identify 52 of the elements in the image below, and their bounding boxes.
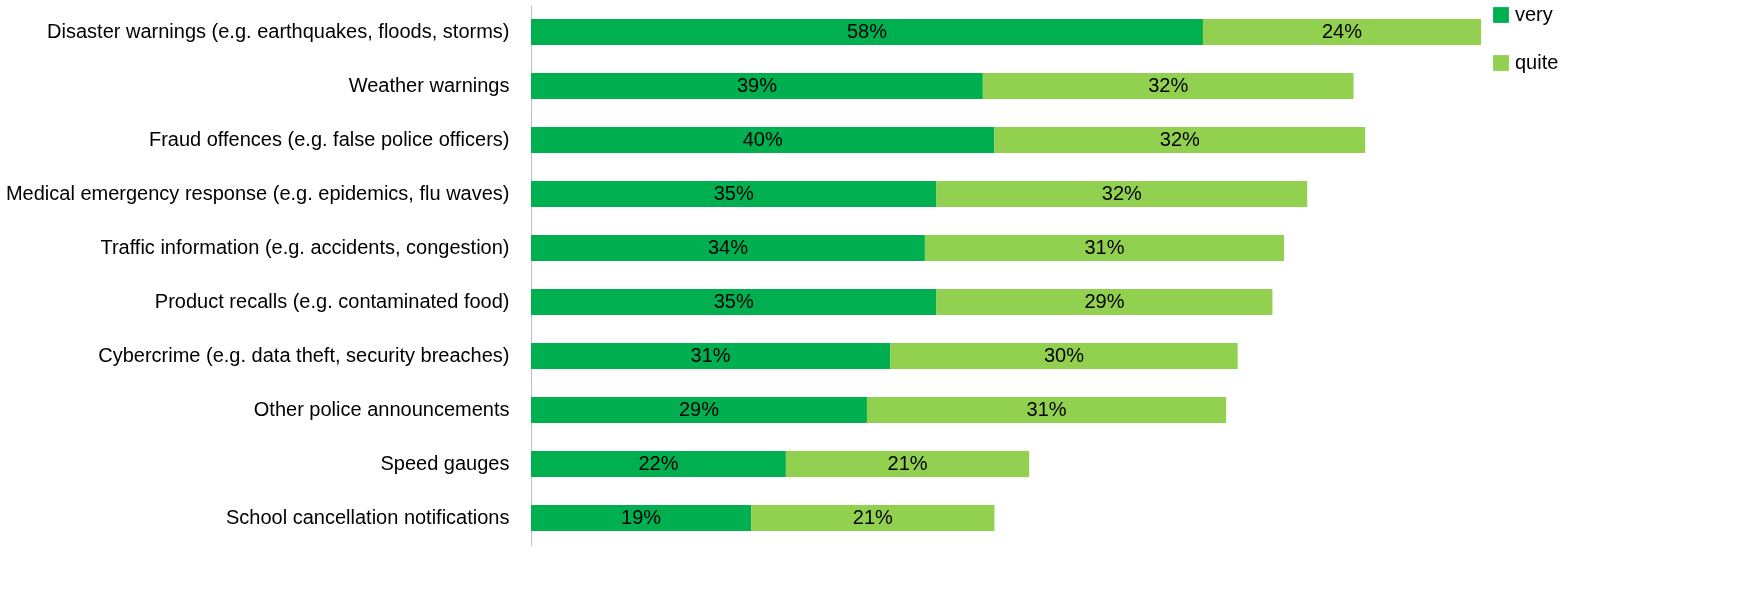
y-tick-label: Disaster warnings (e.g. earthquakes, floods, storms): [47, 20, 510, 42]
bar: [531, 505, 752, 531]
bar: [531, 127, 995, 153]
data-label: 29%: [1084, 290, 1125, 312]
bar: [866, 397, 1227, 423]
y-tick-label: Weather warnings: [348, 74, 510, 96]
bar: [785, 451, 1030, 477]
y-tick-label: Cybercrime (e.g. data theft, security breaches): [98, 344, 510, 366]
bar: [751, 505, 995, 531]
y-tick-label: Other police announcements: [253, 398, 510, 420]
bar: [531, 19, 1203, 45]
data-label: 32%: [1148, 74, 1189, 96]
bar: [936, 181, 1308, 207]
bar: [924, 235, 1285, 261]
data-label: 21%: [887, 452, 928, 474]
bar: [1202, 19, 1481, 45]
data-label: 24%: [1321, 20, 1363, 42]
bar: [531, 73, 983, 99]
bar: [890, 343, 1238, 369]
legend-label: quite: [1515, 51, 1559, 73]
data-label: 22%: [638, 452, 679, 474]
bar: [531, 451, 786, 477]
bar: [531, 289, 937, 315]
data-label: 40%: [742, 128, 783, 150]
bar: [531, 343, 891, 369]
data-label: 32%: [1101, 182, 1143, 204]
y-tick-label: Fraud offences (e.g. false police officers): [148, 128, 510, 150]
data-label: 58%: [846, 20, 888, 42]
data-label: 32%: [1159, 128, 1201, 150]
y-tick-label: School cancellation notifications: [225, 506, 510, 528]
data-label: 29%: [678, 398, 720, 420]
legend-label: very: [1515, 3, 1553, 25]
y-tick-label: Speed gauges: [380, 452, 510, 474]
data-label: 30%: [1043, 344, 1085, 366]
data-label: 21%: [852, 506, 893, 528]
data-label: 39%: [736, 74, 778, 96]
data-label: 19%: [621, 506, 662, 528]
bar: [994, 127, 1366, 153]
bar: [531, 235, 925, 261]
data-label: 31%: [1084, 236, 1125, 258]
data-label: 31%: [1026, 398, 1067, 420]
y-tick-label: Medical emergency response (e.g. epidemics, flu waves): [5, 182, 510, 204]
bar: [936, 289, 1273, 315]
data-label: 31%: [690, 344, 731, 366]
bar: [531, 397, 867, 423]
y-tick-label: Traffic information (e.g. accidents, congestion): [100, 236, 510, 258]
data-label: 35%: [713, 182, 754, 204]
data-label: 34%: [707, 236, 749, 258]
bar: [531, 181, 937, 207]
y-tick-label: Product recalls (e.g. contaminated food): [154, 290, 510, 312]
bar: [982, 73, 1354, 99]
data-label: 35%: [713, 290, 754, 312]
